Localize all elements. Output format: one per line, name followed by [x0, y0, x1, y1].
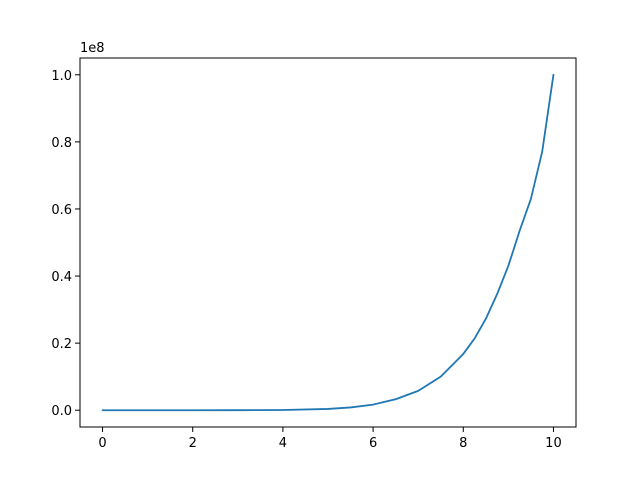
- y-tick-label: 0.2: [51, 337, 72, 352]
- axes-frame: [79, 57, 577, 428]
- y-tick-label: 1.0: [51, 69, 72, 84]
- x-tick-label: 0: [98, 436, 106, 451]
- x-tick-label: 4: [279, 436, 287, 451]
- x-tick-label: 10: [545, 436, 562, 451]
- x-tick-label: 2: [189, 436, 197, 451]
- y-tick-label: 0.6: [51, 203, 72, 218]
- y-tick-label: 0.8: [51, 136, 72, 151]
- x-tick-label: 6: [369, 436, 377, 451]
- y-tick-label: 0.4: [51, 270, 72, 285]
- series-line-0: [101, 73, 555, 412]
- x-tick-label: 8: [459, 436, 467, 451]
- y-axis-scale-label: 1e8: [80, 41, 105, 56]
- y-tick-label: 0.0: [51, 404, 72, 419]
- plot-area: 0 2 4 6 8 10 0.0 0.2 0.4 0.6 0.8 1.0: [51, 69, 561, 451]
